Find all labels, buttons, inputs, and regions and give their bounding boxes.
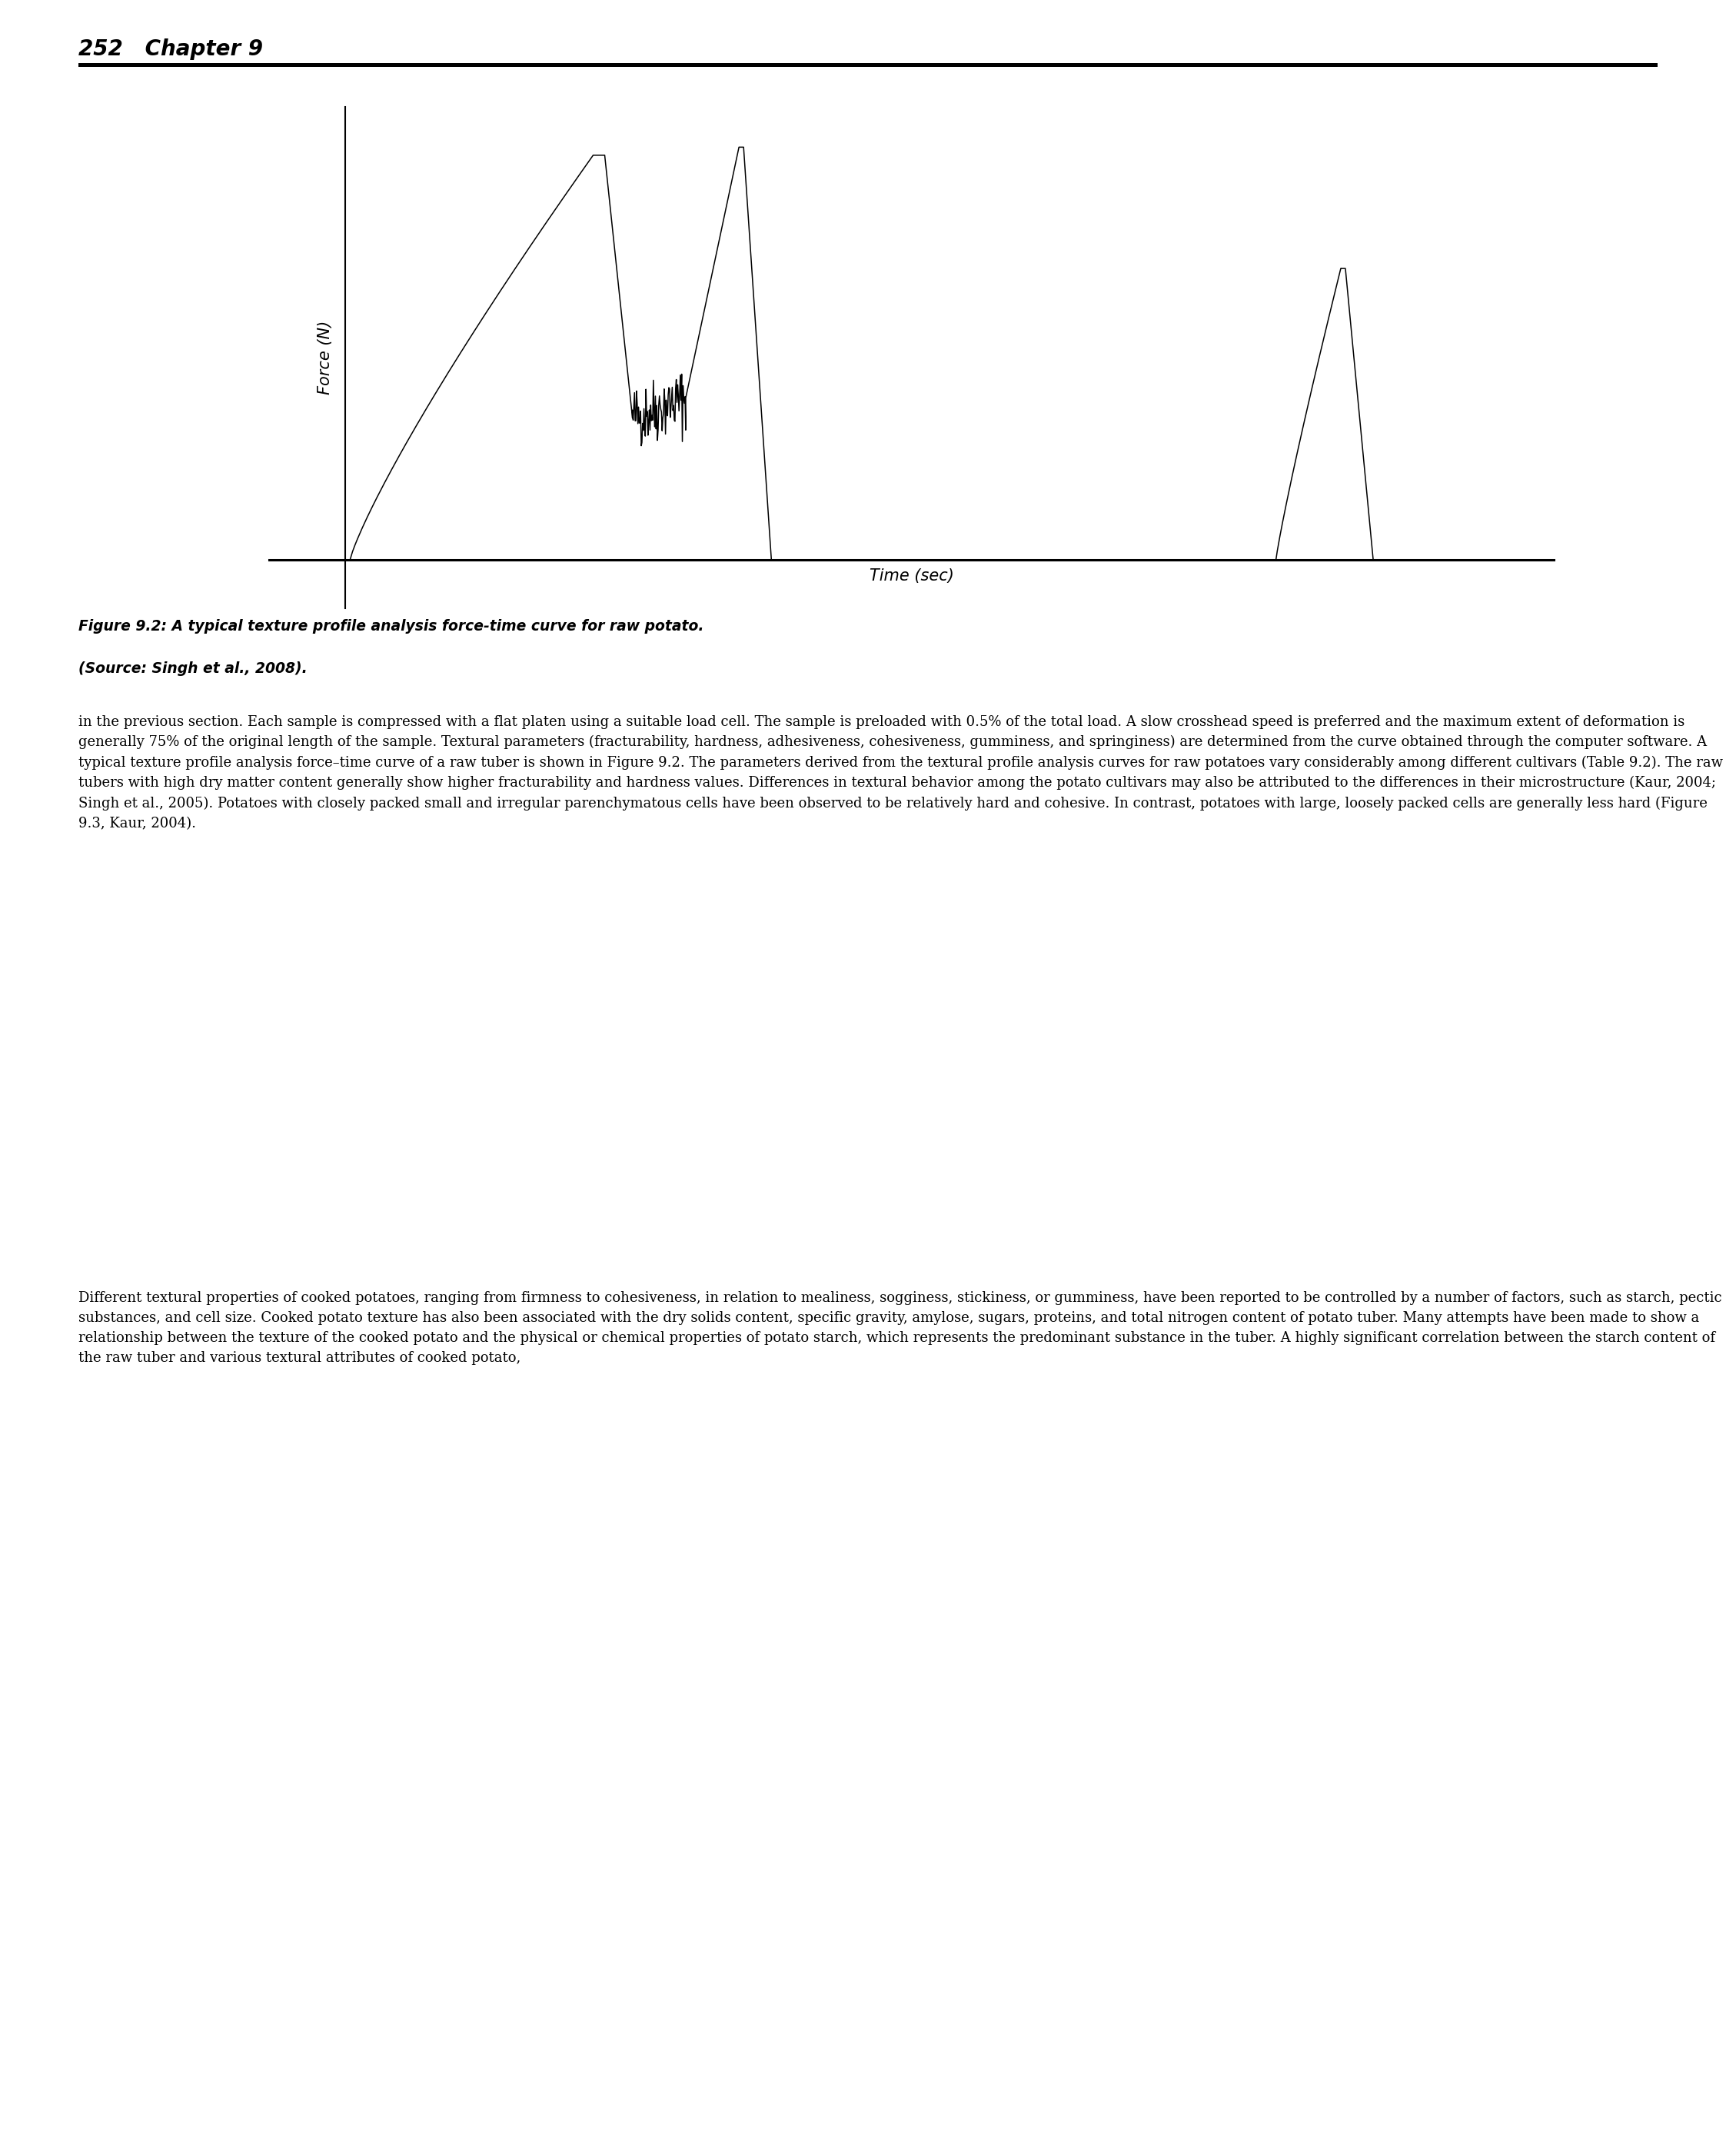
X-axis label: Time (sec): Time (sec) <box>870 568 953 583</box>
Y-axis label: Force (N): Force (N) <box>318 320 333 395</box>
Text: 252   Chapter 9: 252 Chapter 9 <box>78 38 262 60</box>
Text: Different textural properties of cooked potatoes, ranging from firmness to cohes: Different textural properties of cooked … <box>78 1291 1722 1366</box>
Text: (Source: Singh et al., 2008).: (Source: Singh et al., 2008). <box>78 662 307 676</box>
Text: in the previous section. Each sample is compressed with a flat platen using a su: in the previous section. Each sample is … <box>78 715 1722 830</box>
Text: Figure 9.2: A typical texture profile analysis force-time curve for raw potato.: Figure 9.2: A typical texture profile an… <box>78 619 703 634</box>
